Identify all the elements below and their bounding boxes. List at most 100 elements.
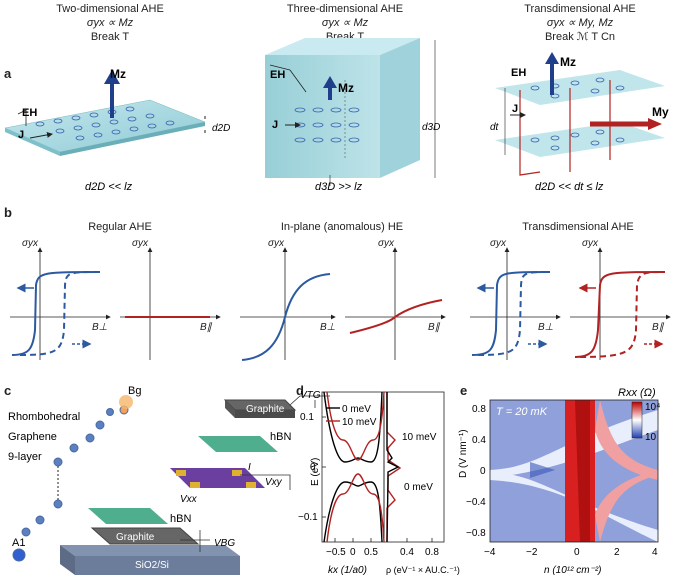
b-xlabel-0: B⊥ bbox=[92, 322, 108, 333]
a-col1-eh-label: EH bbox=[22, 107, 37, 119]
a-col2-d-label: d3D bbox=[422, 122, 440, 133]
d-ylabel: E (eV) bbox=[310, 458, 321, 486]
a-col1-m-label: Mz bbox=[110, 67, 126, 81]
b-xlabel-5: B∥ bbox=[652, 322, 664, 333]
a-col3-eq: σyx ∝ My, Mz bbox=[546, 17, 614, 29]
a-col1-slab bbox=[4, 70, 206, 156]
b-xlabel-1: B∥ bbox=[200, 322, 212, 333]
panel-d-axes bbox=[321, 391, 445, 543]
c-vxy: Vxy bbox=[265, 477, 283, 488]
e-ytick-0: 0.8 bbox=[472, 404, 486, 415]
d-legend-0: 0 meV bbox=[342, 404, 371, 415]
d-xtick-r0: 0.4 bbox=[400, 547, 414, 558]
d-xtick-l1: 0 bbox=[350, 547, 356, 558]
d-xlabel-right: ρ (eV⁻¹ × AU.C.⁻¹) bbox=[386, 565, 460, 575]
e-ytick-2: 0 bbox=[480, 466, 486, 477]
e-ytick-1: 0.4 bbox=[472, 435, 486, 446]
e-annotation: T = 20 mK bbox=[496, 406, 548, 418]
e-cbar-tick-0: 10⁴ bbox=[645, 402, 660, 413]
c-a1: A1 bbox=[12, 537, 25, 549]
b-title-2: Transdimensional AHE bbox=[522, 221, 634, 233]
a-col2-eq: σyx ∝ Mz bbox=[321, 17, 369, 29]
a-col1-eq: σyx ∝ Mz bbox=[86, 17, 134, 29]
a-col1-break: Break T bbox=[90, 31, 130, 43]
e-xtick-2: 0 bbox=[574, 547, 580, 558]
c-rhombo1: Rhombohedral bbox=[8, 411, 80, 423]
a-col3-j-label: J bbox=[512, 103, 518, 115]
a-col3-bottom: d2D << dt ≤ lz bbox=[535, 181, 604, 193]
panel-label-c: c bbox=[4, 383, 12, 398]
b-title-1: In-plane (anomalous) HE bbox=[280, 221, 404, 233]
c-bg: Bg bbox=[128, 385, 141, 397]
b-ylabel-2: σyx bbox=[268, 238, 285, 249]
panel-c-wires bbox=[180, 395, 330, 552]
d-ytick-0: 0.1 bbox=[300, 412, 314, 423]
e-ytick-3: −0.4 bbox=[466, 497, 486, 508]
a-col2-bottom: d3D >> lz bbox=[315, 181, 363, 193]
a-col2-eh-label: EH bbox=[270, 69, 285, 81]
b-title-0: Regular AHE bbox=[88, 221, 152, 233]
panel-label-d: d bbox=[296, 383, 304, 398]
c-i: I bbox=[248, 462, 251, 473]
e-xtick-0: −4 bbox=[484, 547, 496, 558]
panel-b-plots bbox=[10, 247, 671, 360]
b-ylabel-0: σyx bbox=[22, 238, 39, 249]
b-ylabel-4: σyx bbox=[490, 238, 507, 249]
b-ylabel-3: σyx bbox=[378, 238, 395, 249]
a-col2-title: Three-dimensional AHE bbox=[286, 3, 404, 15]
a-col3-slabs bbox=[495, 52, 665, 176]
a-col3-mz-label: Mz bbox=[560, 55, 576, 69]
panel-label-e: e bbox=[460, 383, 468, 398]
a-col1-j-label: J bbox=[18, 129, 24, 141]
a-col1-d-label: d2D bbox=[212, 123, 230, 134]
e-xtick-4: 4 bbox=[652, 547, 658, 558]
panel-c-chain bbox=[12, 395, 133, 562]
e-xtick-1: −2 bbox=[526, 547, 538, 558]
d-xtick-l2: 0.5 bbox=[364, 547, 378, 558]
c-vxx: Vxx bbox=[180, 494, 198, 505]
e-cbar-tick-1: 10 bbox=[645, 432, 657, 443]
c-vtg: VTG bbox=[300, 390, 321, 401]
panel-c-device bbox=[60, 399, 297, 575]
b-ylabel-1: σyx bbox=[132, 238, 149, 249]
e-xtick-3: 2 bbox=[614, 547, 620, 558]
a-col1-title: Two-dimensional AHE bbox=[56, 3, 164, 15]
d-dos-label-0: 10 meV bbox=[402, 432, 437, 443]
c-rhombo2: Graphene bbox=[8, 431, 57, 443]
a-col3-my-label: My bbox=[652, 105, 669, 119]
d-dos-label-1: 0 meV bbox=[404, 482, 433, 493]
c-sio2: SiO2/Si bbox=[135, 560, 169, 571]
a-col3-eh-label: EH bbox=[511, 67, 526, 79]
a-col3-break: Break ℳ T Cn bbox=[544, 31, 616, 43]
a-col1-header: Two-dimensional AHE σyx ∝ Mz Break T bbox=[10, 2, 210, 44]
b-xlabel-3: B∥ bbox=[428, 322, 440, 333]
panel-e-map bbox=[489, 399, 659, 543]
c-rhombo3: 9-layer bbox=[8, 451, 42, 463]
panel-label-a: a bbox=[4, 66, 12, 81]
d-xlabel-left: kx (1/a0) bbox=[328, 565, 367, 576]
e-ytick-4: −0.8 bbox=[466, 528, 486, 539]
c-graphite-top: Graphite bbox=[246, 404, 285, 415]
d-ytick-1: 0 bbox=[310, 462, 316, 473]
d-xtick-r1: 0.8 bbox=[425, 547, 439, 558]
c-hbn-top: hBN bbox=[270, 431, 291, 443]
d-ytick-2: −0.1 bbox=[298, 512, 318, 523]
b-xlabel-4: B⊥ bbox=[538, 322, 554, 333]
panel-b-curves bbox=[11, 271, 666, 361]
a-col1-bottom: d2D << lz bbox=[85, 181, 133, 193]
panel-b-arrows bbox=[16, 283, 664, 349]
panel-d-bands bbox=[323, 391, 402, 543]
a-col3-header: Transdimensional AHE σyx ∝ My, Mz Break … bbox=[480, 2, 680, 44]
b-xlabel-2: B⊥ bbox=[320, 322, 336, 333]
a-col2-cube bbox=[265, 38, 436, 186]
c-graphite-bot: Graphite bbox=[116, 532, 155, 543]
e-ylabel: D (V nm⁻¹) bbox=[458, 429, 469, 478]
d-legend-1: 10 meV bbox=[342, 417, 377, 428]
b-ylabel-5: σyx bbox=[582, 238, 599, 249]
a-col2-m-label: Mz bbox=[338, 81, 354, 95]
e-cbar-title: Rxx (Ω) bbox=[618, 387, 656, 399]
a-col2-j-label: J bbox=[272, 119, 278, 131]
e-xlabel: n (10¹² cm⁻²) bbox=[544, 565, 602, 576]
a-col3-dt-label: dt bbox=[490, 122, 500, 133]
